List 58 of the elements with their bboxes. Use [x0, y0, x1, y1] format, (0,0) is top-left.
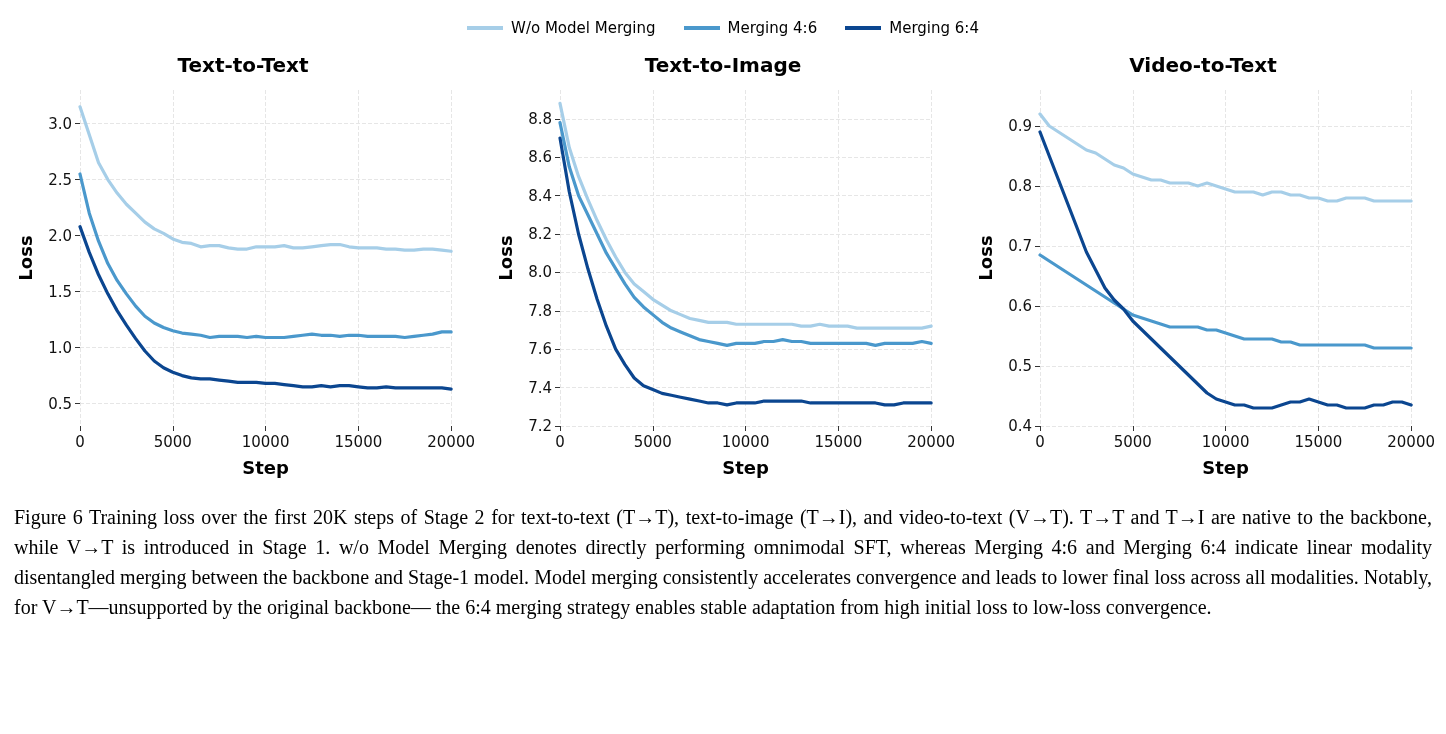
- y-axis-title: Loss: [14, 235, 36, 281]
- caption: Figure 6 Training loss over the first 20K steps of Stage 2 for text-to-text (T→T), text-to-image (T→I), and video-to-text (V→T). T→T and T→I are native to the backbone, while V→T is introduced in Stage 1. w/o Model Merging denotes directly performing omnimodal SFT, whereas Merging 4:6 and Merging 6:4 indicate linear modality disentangled merging between the backbone and Stage-1 model. Model merging consistently accelerates convergence and leads to lower final loss across all modalities. Notably, for V→T—unsupported by the original backbone— the 6:4 merging strategy enables stable adaptation from high initial loss to low-loss convergence.: [14, 505, 1432, 621]
- legend-label: W/o Model Merging: [511, 19, 656, 37]
- x-axis-title: Step: [1202, 456, 1250, 478]
- y-tick-label: 8.0: [528, 263, 552, 282]
- line-series: [78, 105, 453, 253]
- line-series: [1038, 112, 1413, 203]
- y-tick-label: 8.2: [528, 225, 552, 243]
- y-tick-label: 8.6: [528, 148, 552, 167]
- y-tick-label: 7.8: [528, 301, 552, 320]
- legend-label: Merging 6:4: [889, 19, 979, 37]
- line-series: [558, 136, 933, 407]
- y-tick-label: 0.4: [1008, 417, 1032, 435]
- x-tick-label: 5000: [153, 432, 192, 451]
- x-tick-label: 10000: [721, 432, 770, 451]
- y-tick-label: 7.6: [528, 340, 552, 359]
- x-tick-label: 10000: [241, 432, 290, 451]
- y-tick-label: 7.2: [528, 417, 552, 435]
- x-tick-label: 10000: [1201, 432, 1250, 451]
- x-axis-title: Step: [722, 456, 770, 478]
- line-series: [1038, 253, 1413, 350]
- x-tick-label: 20000: [907, 432, 955, 451]
- line-series: [78, 172, 453, 340]
- y-axis-title: Loss: [974, 235, 996, 281]
- x-tick-label: 0: [555, 432, 565, 451]
- x-tick-label: 5000: [633, 432, 672, 451]
- y-tick-label: 0.7: [1008, 237, 1032, 255]
- x-tick-label: 0: [1035, 432, 1045, 451]
- y-tick-label: 8.4: [528, 186, 552, 205]
- chart-title: Text-to-Text: [177, 53, 309, 77]
- x-tick-label: 0: [75, 432, 85, 451]
- line-series: [558, 101, 933, 330]
- y-tick-label: 0.5: [48, 394, 72, 413]
- line-series: [78, 225, 453, 391]
- legend-label: Merging 4:6: [727, 19, 818, 37]
- x-tick-label: 20000: [1387, 432, 1435, 451]
- chart-title: Video-to-Text: [1129, 53, 1278, 77]
- y-tick-label: 1.0: [48, 338, 72, 357]
- y-tick-label: 2.5: [48, 170, 72, 189]
- y-tick-label: 2.0: [48, 226, 72, 245]
- y-tick-label: 0.5: [1008, 357, 1032, 375]
- y-tick-label: 1.5: [48, 282, 72, 301]
- x-tick-label: 15000: [334, 432, 383, 451]
- x-axis-title: Step: [242, 456, 290, 478]
- x-tick-label: 5000: [1113, 432, 1152, 451]
- y-tick-label: 0.6: [1008, 297, 1032, 315]
- x-tick-label: 15000: [1294, 432, 1343, 451]
- y-axis-title: Loss: [494, 235, 516, 281]
- y-tick-label: 0.8: [1008, 177, 1032, 195]
- x-tick-label: 20000: [427, 432, 475, 451]
- y-tick-label: 0.9: [1008, 117, 1032, 135]
- x-tick-label: 15000: [814, 432, 863, 451]
- y-tick-label: 7.4: [528, 378, 552, 397]
- line-series: [558, 121, 933, 347]
- y-tick-label: 8.8: [528, 109, 552, 128]
- line-series: [1038, 130, 1413, 410]
- y-tick-label: 3.0: [48, 114, 72, 133]
- chart-title: Text-to-Image: [644, 53, 802, 77]
